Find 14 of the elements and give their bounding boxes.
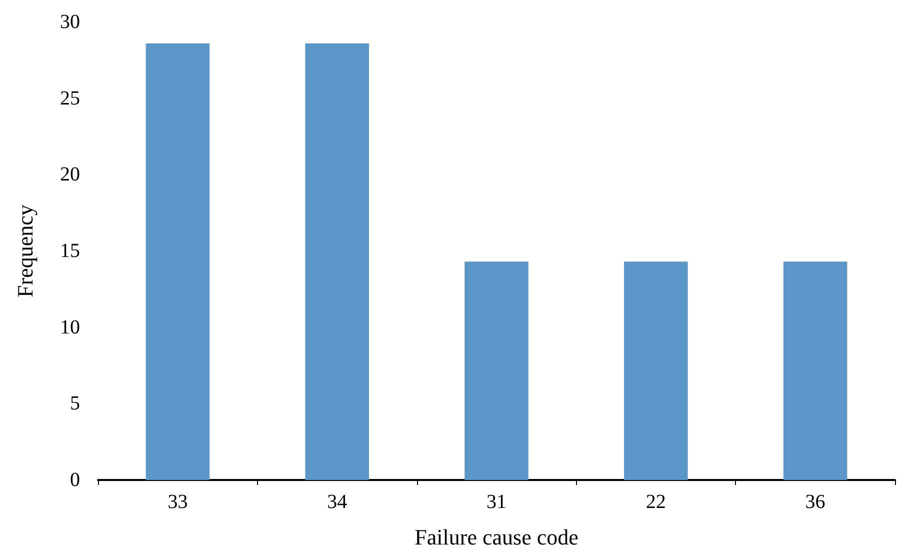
y-tick-label: 20 [60, 164, 80, 186]
y-axis-title: Frequency [12, 204, 38, 298]
y-tick-label: 25 [60, 87, 80, 110]
y-tick-label: 0 [70, 469, 80, 491]
y-tick-label: 30 [60, 11, 80, 33]
x-tick-label: 36 [805, 491, 826, 513]
x-tick-label: 33 [168, 491, 188, 513]
x-tick-label: 31 [486, 491, 506, 513]
x-tick-label: 22 [646, 491, 666, 513]
y-tick-label: 10 [60, 316, 80, 338]
x-axis-title: Failure cause code [414, 524, 578, 550]
y-tick-label: 5 [70, 392, 80, 415]
y-tick-label: 15 [60, 240, 80, 262]
x-tick-label: 34 [327, 491, 348, 513]
